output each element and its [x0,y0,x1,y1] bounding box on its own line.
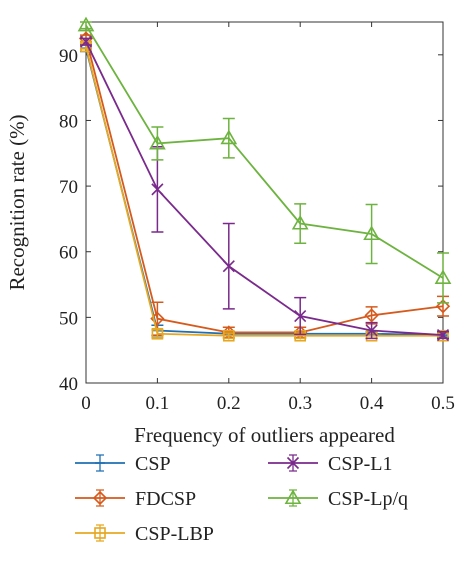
error-bar-csp-lbp [222,332,235,340]
legend-label-csp-lbp: CSP-LBP [135,523,214,545]
legend-item-csp-lp-q: CSP-Lp/q [268,488,408,510]
data-point-csp-lp-q [434,269,452,285]
error-bar-csp-lp-q [151,126,164,161]
legend-item-csp: CSP [75,453,171,475]
series-line-csp-lbp [85,46,443,337]
x-tick-label: 0 [81,393,91,414]
data-point-csp-lp-q [220,129,238,145]
data-point-csp-l1 [222,260,235,273]
x-tick-label: 0.4 [360,393,384,414]
error-bar-csp-lp-q [294,203,307,244]
legend-marker-fdcsp [92,490,108,506]
y-tick-label: 70 [59,177,78,198]
data-point-csp-lbp [151,327,164,340]
data-point-csp-l1 [79,35,93,48]
series-csp [80,44,449,338]
legend: CSP FDCSP CSP-LBP CSP-L1 CSP-Lp/q [75,453,408,545]
legend-item-csp-lbp: CSP-LBP [75,523,214,545]
series-csp-lbp [80,40,449,342]
x-tick-label: 0.2 [217,393,241,414]
legend-item-fdcsp: FDCSP [75,488,196,510]
legend-marker-csp-lbp [94,527,106,539]
x-tick-label: 0.1 [146,393,170,414]
x-tick-label: 0.5 [431,393,455,414]
error-bar-csp-lp-q [222,117,235,159]
legend-marker-csp-l1 [286,456,300,470]
legend-label-csp: CSP [135,453,171,475]
series-line-fdcsp [85,38,444,334]
series-csp-l1 [79,35,450,342]
data-point-csp-l1 [365,324,378,337]
legend-item-csp-l1: CSP-L1 [268,453,392,475]
data-point-fdcsp [435,299,451,314]
legend-label-csp-l1: CSP-L1 [328,453,392,475]
y-tick-label: 90 [59,46,78,67]
legend-marker-csp-lp-q [284,489,302,505]
data-point-csp-lp-q [291,214,309,230]
legend-label-fdcsp: FDCSP [135,488,196,510]
data-point-csp-lp-q [149,134,166,150]
error-bar-csp-lbp [151,329,164,339]
series-csp-lp-q [77,16,452,304]
plot-area: 0 0.1 0.2 0.3 0.4 0.5 40 50 60 70 80 90 [59,16,455,414]
series-line-csp-l1 [85,41,444,336]
y-axis-label: Recognition rate (%) [5,114,29,290]
y-tick-label: 50 [59,308,78,329]
x-axis-label: Frequency of outliers appeared [134,423,395,447]
error-bar-csp-lp-q [80,21,92,30]
series-fdcsp [78,31,451,340]
error-bar-csp-lp-q [437,252,449,304]
legend-label-csp-lp-q: CSP-Lp/q [328,488,408,510]
data-point-csp-l1 [151,183,164,196]
plot-frame [85,21,444,384]
y-tick-label: 60 [59,243,78,264]
data-point-csp-lp-q [77,16,95,32]
data-point-csp-lbp [223,329,235,342]
error-bar-csp-lp-q [365,203,378,265]
y-tick-label: 40 [59,374,78,395]
data-point-fdcsp [364,308,379,323]
series-line-csp-lp-q [85,24,444,279]
y-tick-label: 80 [59,111,78,132]
data-point-csp-lp-q [363,225,380,241]
data-point-csp-lbp [437,329,449,342]
data-point-csp-l1 [436,329,450,342]
data-point-csp-l1 [294,309,307,323]
x-tick-label: 0.3 [288,393,312,414]
